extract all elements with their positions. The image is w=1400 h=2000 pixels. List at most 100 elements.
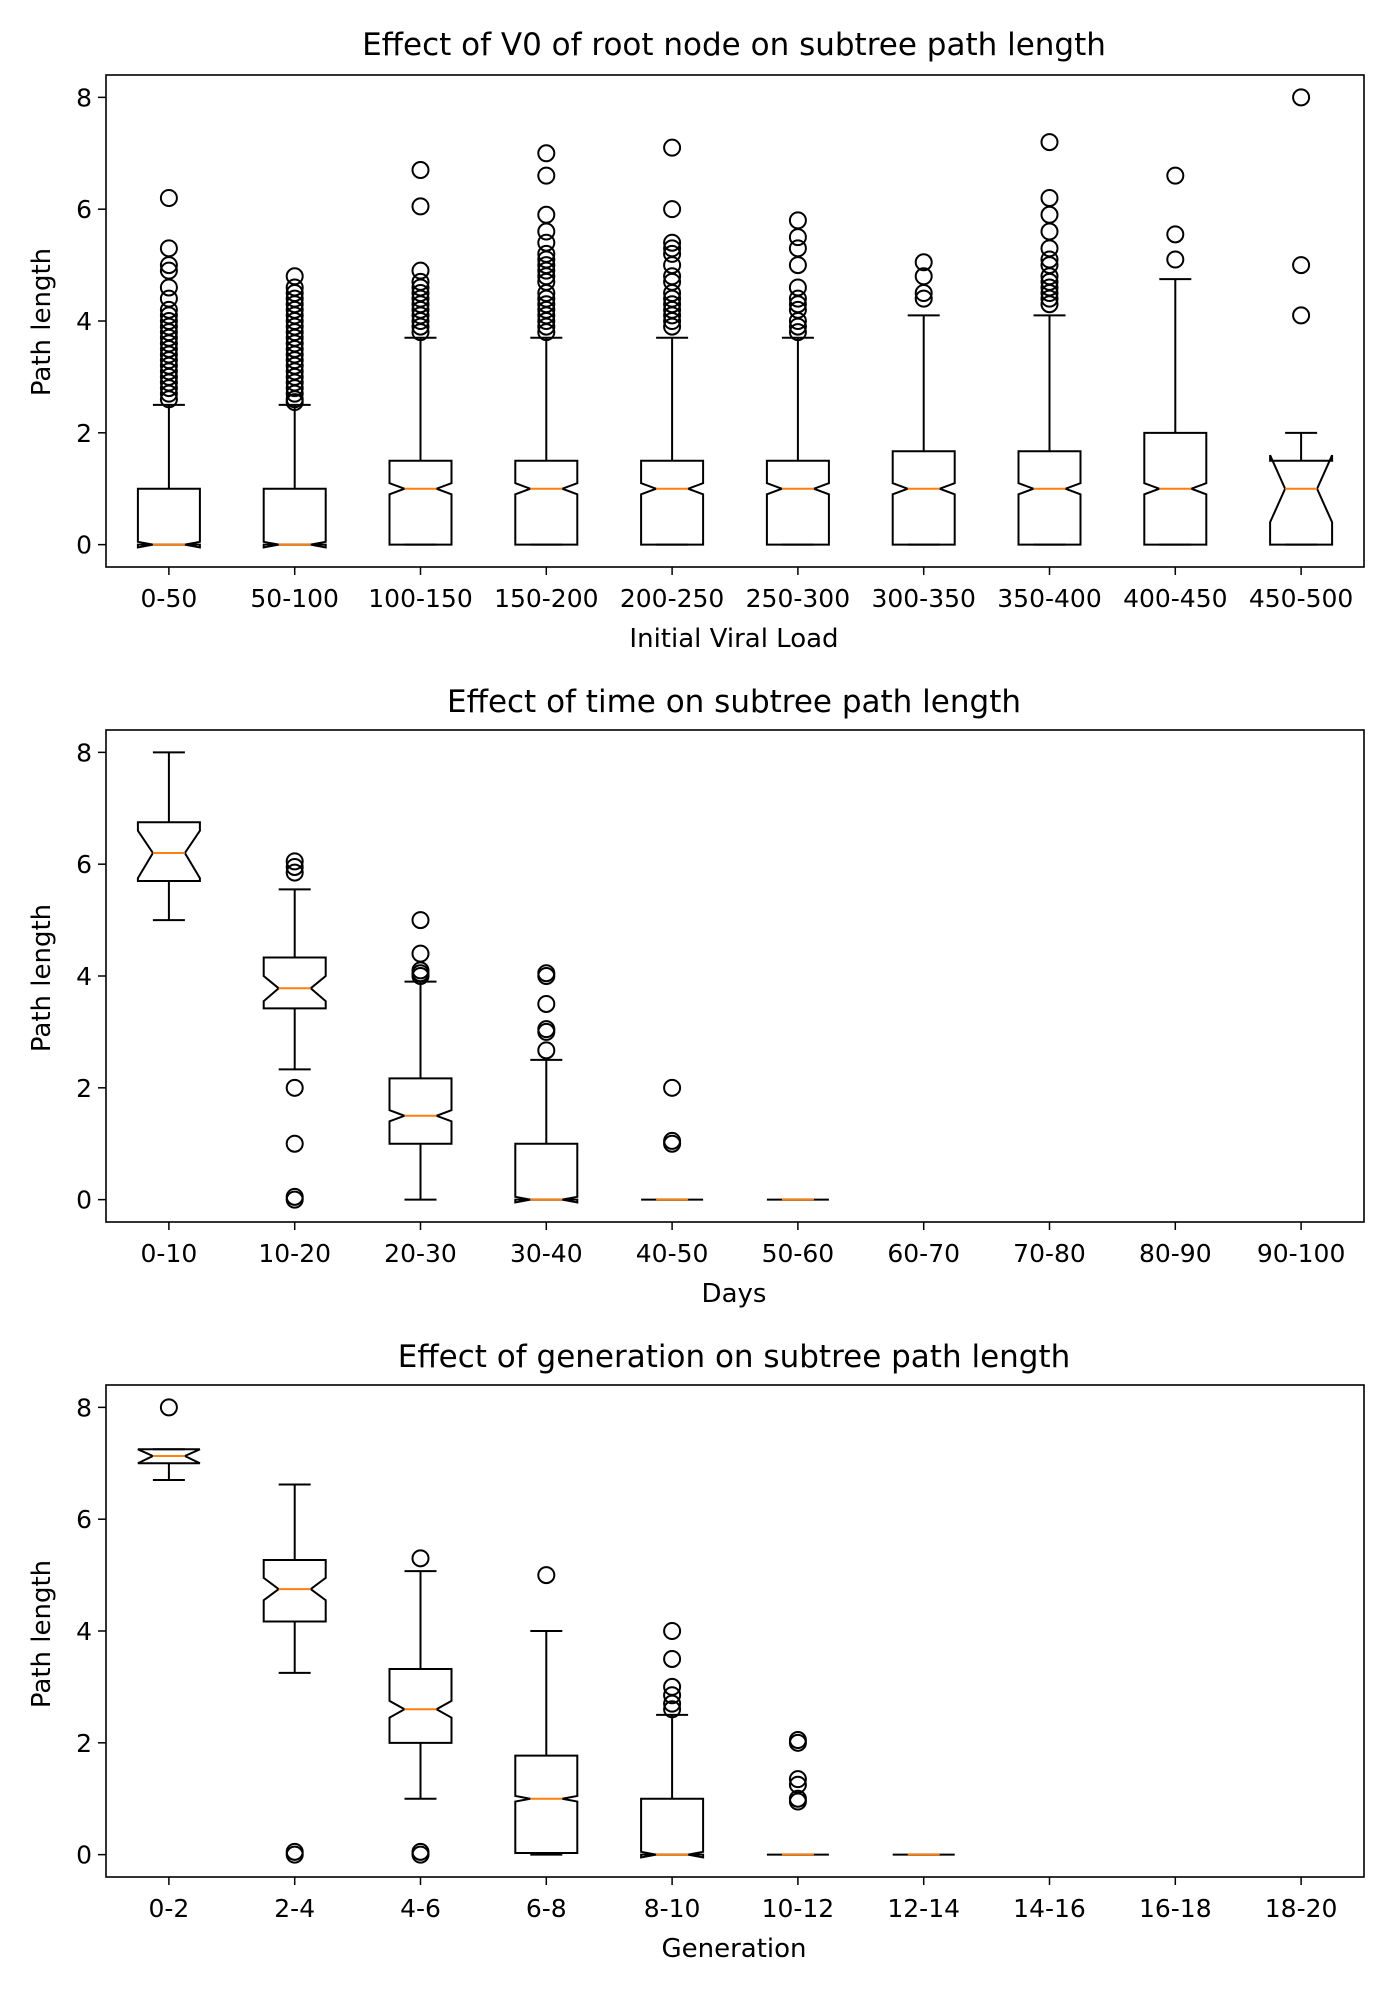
outlier-point — [1292, 88, 1311, 107]
box-4-6 — [388, 1549, 453, 1864]
outlier-point — [285, 1134, 304, 1153]
outlier-point — [1166, 166, 1185, 185]
outlier-point — [411, 944, 430, 963]
x-tick-label: 4-6 — [400, 1894, 441, 1923]
outlier-point — [663, 295, 682, 314]
x-axis-label: Days — [702, 1279, 767, 1309]
subplot-title: Effect of generation on subtree path len… — [398, 1339, 1071, 1375]
x-tick-label: 90-100 — [1257, 1239, 1346, 1268]
outlier-point — [788, 1775, 807, 1794]
outlier-point — [1040, 239, 1059, 258]
outlier-point — [285, 1078, 304, 1097]
y-tick-label: 4 — [76, 307, 92, 336]
box-body — [640, 1797, 705, 1859]
box-body — [765, 459, 830, 546]
x-tick-label: 100-150 — [368, 584, 472, 613]
x-tick-label: 50-100 — [250, 584, 339, 613]
outlier-point — [537, 1020, 556, 1039]
outlier-point — [411, 261, 430, 280]
box-body — [514, 1754, 579, 1854]
y-tick-label: 4 — [76, 962, 92, 991]
y-tick-label: 6 — [76, 195, 92, 224]
x-tick-label: 400-450 — [1123, 584, 1227, 613]
outlier-point — [537, 205, 556, 224]
x-tick-label: 0-10 — [141, 1239, 198, 1268]
box-30-40 — [514, 964, 579, 1204]
box-body — [136, 821, 201, 882]
x-tick-label: 40-50 — [636, 1239, 709, 1268]
box-100-150 — [388, 161, 453, 546]
box-body — [388, 459, 453, 546]
box-body — [891, 450, 956, 546]
x-tick-label: 450-500 — [1249, 584, 1353, 613]
outlier-point — [537, 144, 556, 163]
subplot-viral-load: Effect of V0 of root node on subtree pat… — [27, 27, 1365, 654]
outlier-point — [537, 1566, 556, 1585]
x-tick-label: 10-20 — [258, 1239, 331, 1268]
subplot-title: Effect of V0 of root node on subtree pat… — [362, 27, 1106, 63]
outlier-point — [411, 197, 430, 216]
outlier-point — [285, 852, 304, 871]
outlier-point — [159, 289, 178, 308]
box-body — [1143, 431, 1208, 546]
x-axis-label: Initial Viral Load — [629, 624, 838, 654]
x-tick-label: 14-16 — [1013, 1894, 1086, 1923]
outlier-point — [1166, 225, 1185, 244]
x-tick-label: 150-200 — [494, 584, 598, 613]
box-2-4 — [262, 1483, 327, 1864]
x-tick-label: 0-50 — [141, 584, 198, 613]
y-tick-label: 6 — [76, 850, 92, 879]
box-150-200 — [514, 144, 579, 546]
box-body — [514, 459, 579, 546]
x-tick-label: 200-250 — [620, 584, 724, 613]
outlier-point — [1040, 222, 1059, 241]
outlier-point — [537, 964, 556, 983]
outlier-point — [914, 289, 933, 308]
outlier-point — [914, 267, 933, 286]
outlier-point — [1040, 133, 1059, 152]
y-tick-label: 2 — [76, 419, 92, 448]
outlier-point — [788, 1731, 807, 1750]
outlier-point — [788, 211, 807, 230]
box-body — [262, 1558, 327, 1623]
outlier-point — [1040, 205, 1059, 224]
outlier-point — [663, 244, 682, 263]
x-tick-label: 6-8 — [526, 1894, 567, 1923]
outlier-point — [537, 256, 556, 275]
outlier-point — [411, 1842, 430, 1861]
box-40-50 — [641, 1078, 704, 1201]
outlier-point — [537, 166, 556, 185]
outlier-point — [285, 1187, 304, 1206]
y-tick-label: 0 — [76, 1186, 92, 1215]
outlier-point — [159, 278, 178, 297]
outlier-point — [788, 289, 807, 308]
y-tick-label: 6 — [76, 1505, 92, 1534]
x-tick-label: 0-2 — [148, 1894, 189, 1923]
box-10-12 — [766, 1731, 829, 1856]
outlier-point — [285, 267, 304, 286]
x-tick-label: 50-60 — [762, 1239, 835, 1268]
outlier-point — [663, 200, 682, 219]
outlier-point — [285, 278, 304, 297]
outlier-point — [285, 1842, 304, 1861]
outlier-point — [411, 161, 430, 180]
outlier-point — [1040, 250, 1059, 269]
outlier-point — [411, 272, 430, 291]
outlier-point — [285, 857, 304, 876]
outlier-point — [537, 233, 556, 252]
y-tick-label: 8 — [76, 1393, 92, 1422]
plot-frame — [105, 729, 1365, 1223]
subplot-days: Effect of time on subtree path length Da… — [27, 684, 1365, 1309]
subplot-generation: Effect of generation on subtree path len… — [27, 1339, 1365, 1964]
outlier-point — [411, 911, 430, 930]
x-tick-label: 12-14 — [887, 1894, 960, 1923]
outlier-point — [788, 1789, 807, 1808]
x-tick-label: 2-4 — [274, 1894, 315, 1923]
x-tick-label: 10-12 — [762, 1894, 835, 1923]
outlier-point — [1166, 250, 1185, 269]
outlier-point — [663, 1078, 682, 1097]
outlier-point — [537, 244, 556, 263]
x-axis-label: Generation — [661, 1934, 806, 1964]
box-0-50 — [136, 189, 201, 549]
